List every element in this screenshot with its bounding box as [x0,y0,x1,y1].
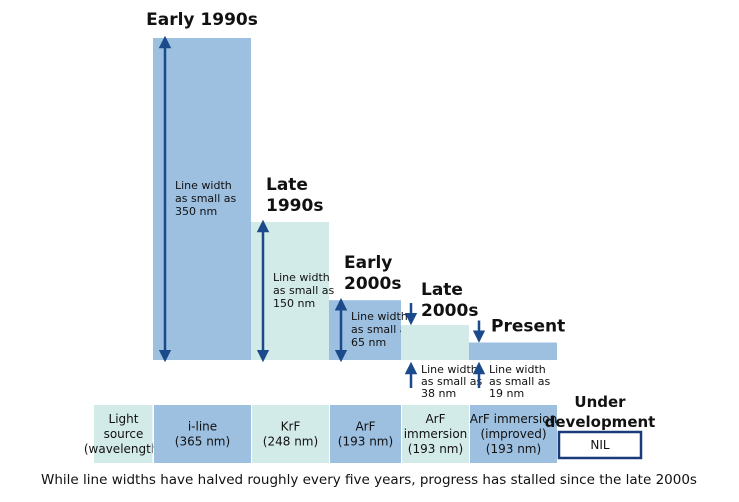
table-cell [470,405,557,463]
light-source: ArF immersion (improved) (193 nm) [470,412,557,456]
table-cell [154,405,251,463]
table-cell [94,405,153,463]
era-label: Early 2000s [344,253,401,294]
era-label: Early 1990s [146,10,258,30]
value-label: Line width as small as 150 nm [273,271,335,310]
value-label: Line width as small as 65 nm [351,310,413,349]
table-cell [402,405,469,463]
bar [401,325,469,360]
value-label: Line width as small as 350 nm [175,179,237,218]
next-stage-label: Under development [545,393,656,431]
next-stage: NIL [590,438,610,452]
value-label: Line width as small as 19 nm [489,363,551,400]
value-label: Line width as small as 38 nm [421,363,483,400]
light-source: i-line (365 nm) [175,419,230,448]
bar [469,342,557,360]
era-label: Present [491,317,565,337]
light-source: ArF (193 nm) [338,419,393,448]
light-source: KrF (248 nm) [263,419,318,448]
era-label: Late 2000s [421,280,478,321]
next-stage-box [557,430,643,460]
table-cell [330,405,401,463]
table-cell [252,405,329,463]
light-source: Light source (wavelength) [84,412,163,456]
caption: While line widths have halved roughly ev… [41,472,697,488]
era-label: Late 1990s [266,175,323,216]
light-source: ArF immersion (193 nm) [404,412,468,456]
